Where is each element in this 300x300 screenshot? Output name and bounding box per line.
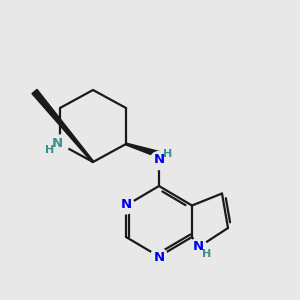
Text: N: N xyxy=(193,240,204,254)
Circle shape xyxy=(189,238,207,256)
Text: N: N xyxy=(120,198,132,212)
Polygon shape xyxy=(32,89,94,163)
Polygon shape xyxy=(126,143,160,158)
Text: N: N xyxy=(153,153,165,167)
Text: N: N xyxy=(51,137,63,150)
Text: H: H xyxy=(202,249,211,259)
Circle shape xyxy=(118,197,134,214)
Text: H: H xyxy=(45,145,54,155)
Text: N: N xyxy=(153,250,165,264)
Circle shape xyxy=(151,248,167,265)
Circle shape xyxy=(51,135,69,153)
Circle shape xyxy=(150,152,168,169)
Text: H: H xyxy=(164,149,172,159)
